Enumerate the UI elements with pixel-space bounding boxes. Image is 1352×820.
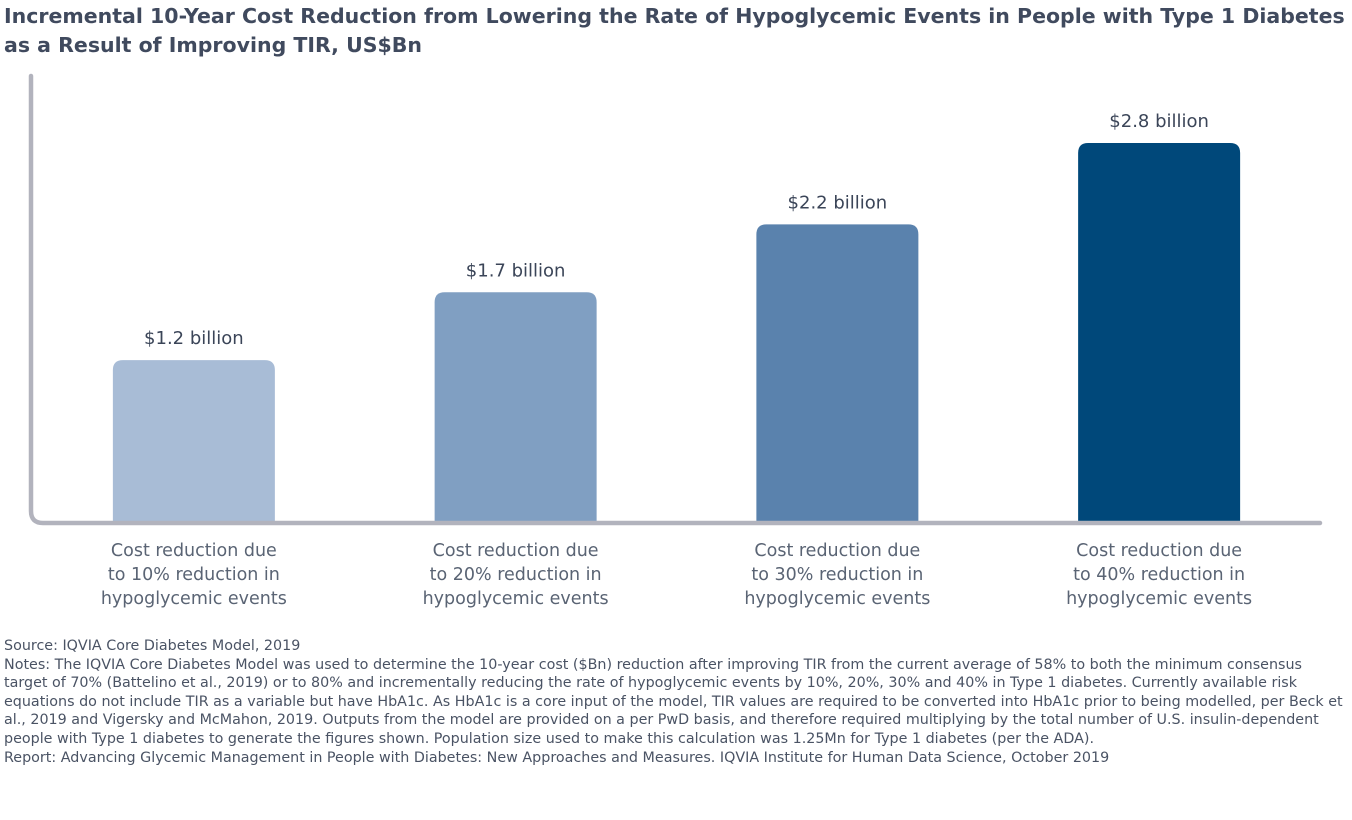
chart-title: Incremental 10-Year Cost Reduction from … [4,4,1345,57]
data-label-4: $2.8 billion [1109,111,1209,132]
source-note: Source: IQVIA Core Diabetes Model, 2019 [4,638,301,654]
data-label-3: $2.2 billion [788,192,888,213]
category-label-line: Cost reduction due [1076,541,1242,561]
chart-footer: Source: IQVIA Core Diabetes Model, 2019 … [4,637,1348,767]
category-label-line: Cost reduction due [754,541,920,561]
category-label-line: hypoglycemic events [1066,589,1252,609]
category-label-2: Cost reduction due to 20% reduction in hyp… [423,541,609,609]
category-label-line: Cost reduction due [111,541,277,561]
notes-text: Notes: The IQVIA Core Diabetes Model was… [4,656,1343,747]
category-label-line: to 10% reduction in [108,565,280,585]
bar-3 [756,224,919,523]
data-label-1: $1.2 billion [144,328,244,349]
bar-1 [112,360,275,523]
category-label-line: hypoglycemic events [423,589,609,609]
bars-group [112,143,1241,523]
category-label-line: to 20% reduction in [430,565,602,585]
bar-4 [1078,143,1241,523]
chart-axis [28,73,1323,526]
report-reference: Report: Advancing Glycemic Management in… [4,749,1110,766]
bar-chart: $1.2 billion $1.7 billion $2.2 billion $2.8… [28,73,1323,609]
category-labels-group: Cost reduction due to 10% reduction in hyp… [101,541,1252,609]
category-label-line: hypoglycemic events [744,589,930,609]
category-label-line: hypoglycemic events [101,589,287,609]
category-label-3: Cost reduction due to 30% reduction in hyp… [744,541,930,609]
category-label-line: to 30% reduction in [751,565,923,585]
bar-2 [434,292,597,523]
data-label-2: $1.7 billion [466,260,566,281]
data-labels-group: $1.2 billion $1.7 billion $2.2 billion $2.8… [144,111,1209,349]
category-label-1: Cost reduction due to 10% reduction in hyp… [101,541,287,609]
category-label-4: Cost reduction due to 40% reduction in hyp… [1066,541,1252,609]
category-label-line: to 40% reduction in [1073,565,1245,585]
category-label-line: Cost reduction due [433,541,599,561]
